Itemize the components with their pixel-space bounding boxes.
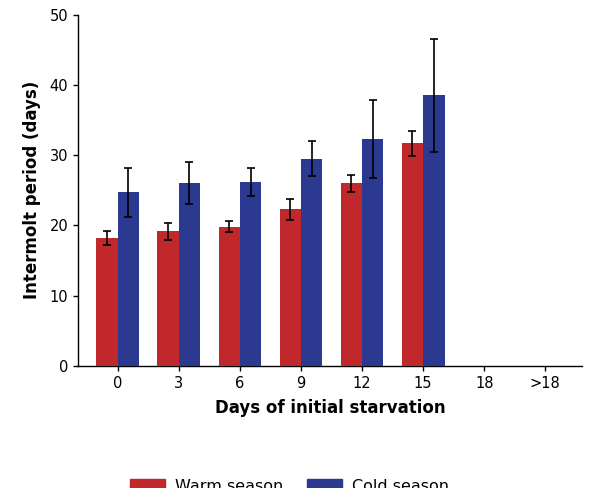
Bar xyxy=(97,238,118,366)
Bar xyxy=(240,182,261,366)
Legend: Warm season, Cold season: Warm season, Cold season xyxy=(124,472,455,488)
Bar xyxy=(118,192,139,366)
Bar xyxy=(218,227,240,366)
Bar xyxy=(301,159,322,366)
Y-axis label: Intermolt period (days): Intermolt period (days) xyxy=(23,81,41,300)
Bar xyxy=(341,183,362,366)
Bar xyxy=(179,183,200,366)
X-axis label: Days of initial starvation: Days of initial starvation xyxy=(215,399,445,417)
Bar xyxy=(423,96,445,366)
Bar xyxy=(362,139,383,366)
Bar xyxy=(280,209,301,366)
Bar xyxy=(157,231,179,366)
Bar xyxy=(402,143,423,366)
